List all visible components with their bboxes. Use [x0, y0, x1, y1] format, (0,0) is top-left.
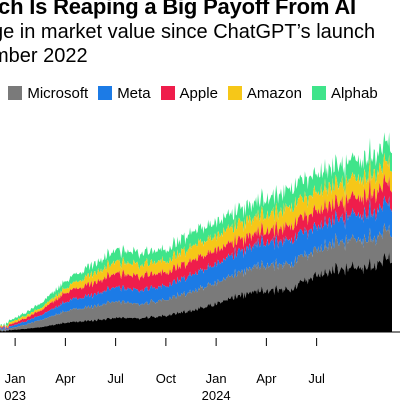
legend-item-microsoft: Microsoft [8, 85, 88, 102]
legend-label-apple: Apple [179, 84, 218, 102]
subtitle-line-1: ge in market value since ChatGPT’s launc… [0, 21, 376, 43]
legend-label-amazon: Amazon [246, 84, 302, 102]
legend-item-meta: Meta [98, 84, 151, 102]
chart-subtitle: ge in market value since ChatGPT’s launc… [0, 20, 375, 68]
x-axis: Jan 023 Apr Jul Oct Jan 2024 Apr Jul [0, 331, 400, 400]
x-tick-label: Apr [55, 371, 76, 386]
x-tick-label: Oct [156, 371, 177, 386]
series-areas [0, 132, 392, 332]
x-tick-year-label: 2024 [202, 388, 231, 400]
x-tick-year-label: 023 [4, 388, 26, 400]
chart-title: ech Is Reaping a Big Payoff From AI [0, 0, 356, 19]
x-tick-label: Jul [107, 371, 124, 386]
legend-item-alphabet: Alphab [311, 84, 378, 102]
legend-swatch-microsoft [8, 86, 23, 100]
legend-swatch-alphabet [311, 86, 326, 100]
subtitle-line-2: mber 2022 [0, 45, 88, 67]
legend-item-apple: Apple [160, 84, 218, 102]
legend-item-amazon: Amazon [227, 84, 302, 102]
legend-swatch-amazon [227, 86, 242, 100]
area-apple [0, 173, 392, 331]
legend-label-microsoft: Microsoft [27, 84, 89, 102]
x-tick-label: Jan [206, 371, 227, 386]
legend-swatch-apple [160, 86, 175, 100]
area-meta [0, 195, 392, 332]
x-tick-label: Jul [308, 371, 325, 386]
legend-label-alphabet: Alphab [330, 84, 378, 102]
area-microsoft [0, 222, 392, 332]
chart-legend: aMicrosoftMetaAppleAmazonAlphab [0, 84, 388, 102]
legend-swatch-meta [98, 86, 113, 100]
legend-label-meta: Meta [117, 84, 151, 102]
x-tick-label: Jan [5, 371, 26, 386]
area-alphabet [0, 132, 392, 329]
area-nvidia [0, 251, 392, 332]
x-tick-label: Apr [256, 371, 277, 386]
